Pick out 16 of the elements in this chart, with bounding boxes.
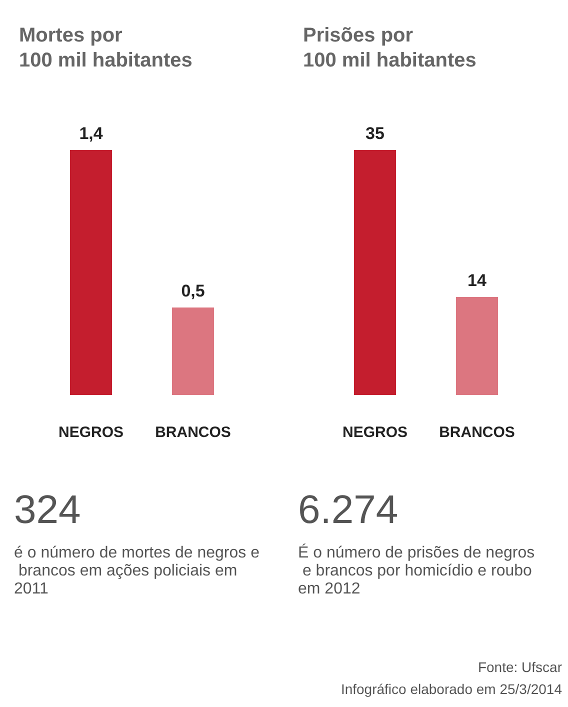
data-label: 35 — [366, 124, 384, 143]
x-tick-label: NEGROS — [58, 424, 124, 441]
chart-title: Mortes por 100 mil habitantes — [19, 24, 192, 72]
data-label: 0,5 — [181, 282, 205, 300]
text: 324 — [14, 488, 81, 532]
x-tick-label: BRANCOS — [155, 424, 231, 441]
x-tick-label: BRANCOS — [439, 424, 515, 441]
text: é o número de mortes de negros e brancos em ações policiais em 2011 — [14, 544, 260, 598]
chart-title: Prisões por 100 mil habitantes — [303, 24, 476, 72]
text: É o número de prisões de negros e brancos por homicídio e roubo em 2012 — [298, 544, 536, 598]
text: 6.274 — [298, 488, 398, 532]
text: Infográfico elaborado em 25/3/2014 — [340, 681, 562, 697]
data-label: 1,4 — [79, 124, 104, 143]
source-note: Fonte: Ufscar — [478, 659, 562, 675]
data-label: 14 — [468, 271, 487, 290]
x-tick-label: NEGROS — [342, 424, 408, 441]
